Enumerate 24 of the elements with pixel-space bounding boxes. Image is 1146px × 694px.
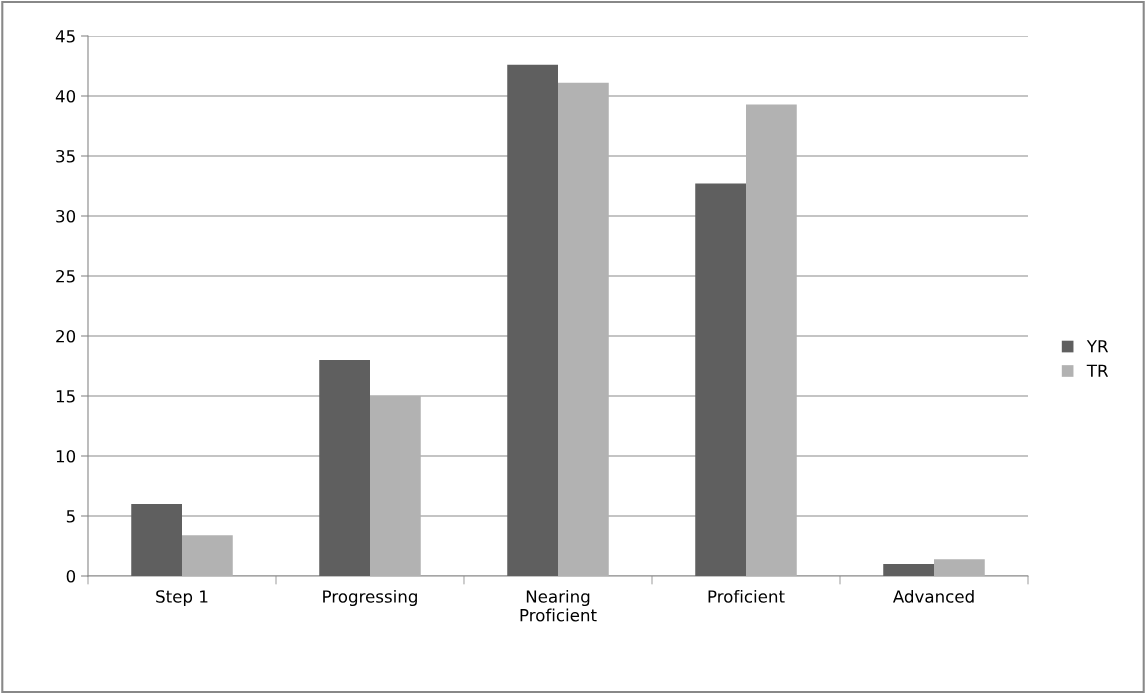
y-tick-label: 0: [66, 569, 76, 583]
y-tick-label: 15: [56, 390, 75, 403]
legend-label: TR: [1086, 364, 1109, 377]
bar: [131, 504, 182, 576]
bar: [182, 535, 233, 576]
x-tick-label: Progressing: [323, 589, 417, 607]
y-tick-label: 20: [56, 329, 76, 343]
bar: [934, 559, 985, 576]
bar: [319, 360, 370, 576]
y-tick-label: 5: [66, 510, 75, 523]
y-tick-label: 35: [56, 149, 75, 163]
x-tick-label: Step 1: [156, 590, 208, 607]
y-tick-label: 30: [56, 209, 76, 223]
x-tick-label: Advanced: [892, 589, 974, 603]
y-tick-label: 10: [56, 449, 76, 463]
bar: [507, 64, 558, 576]
bar: [883, 564, 934, 576]
legend-label: YR: [1086, 340, 1109, 353]
y-tick-label: 25: [56, 269, 75, 283]
y-tick-label: 45: [55, 30, 75, 43]
bar: [695, 183, 746, 576]
y-tick-label: 40: [55, 89, 76, 103]
x-tick-label: Nearing Proficient: [520, 589, 597, 622]
x-tick-label: Proficient: [708, 589, 785, 603]
